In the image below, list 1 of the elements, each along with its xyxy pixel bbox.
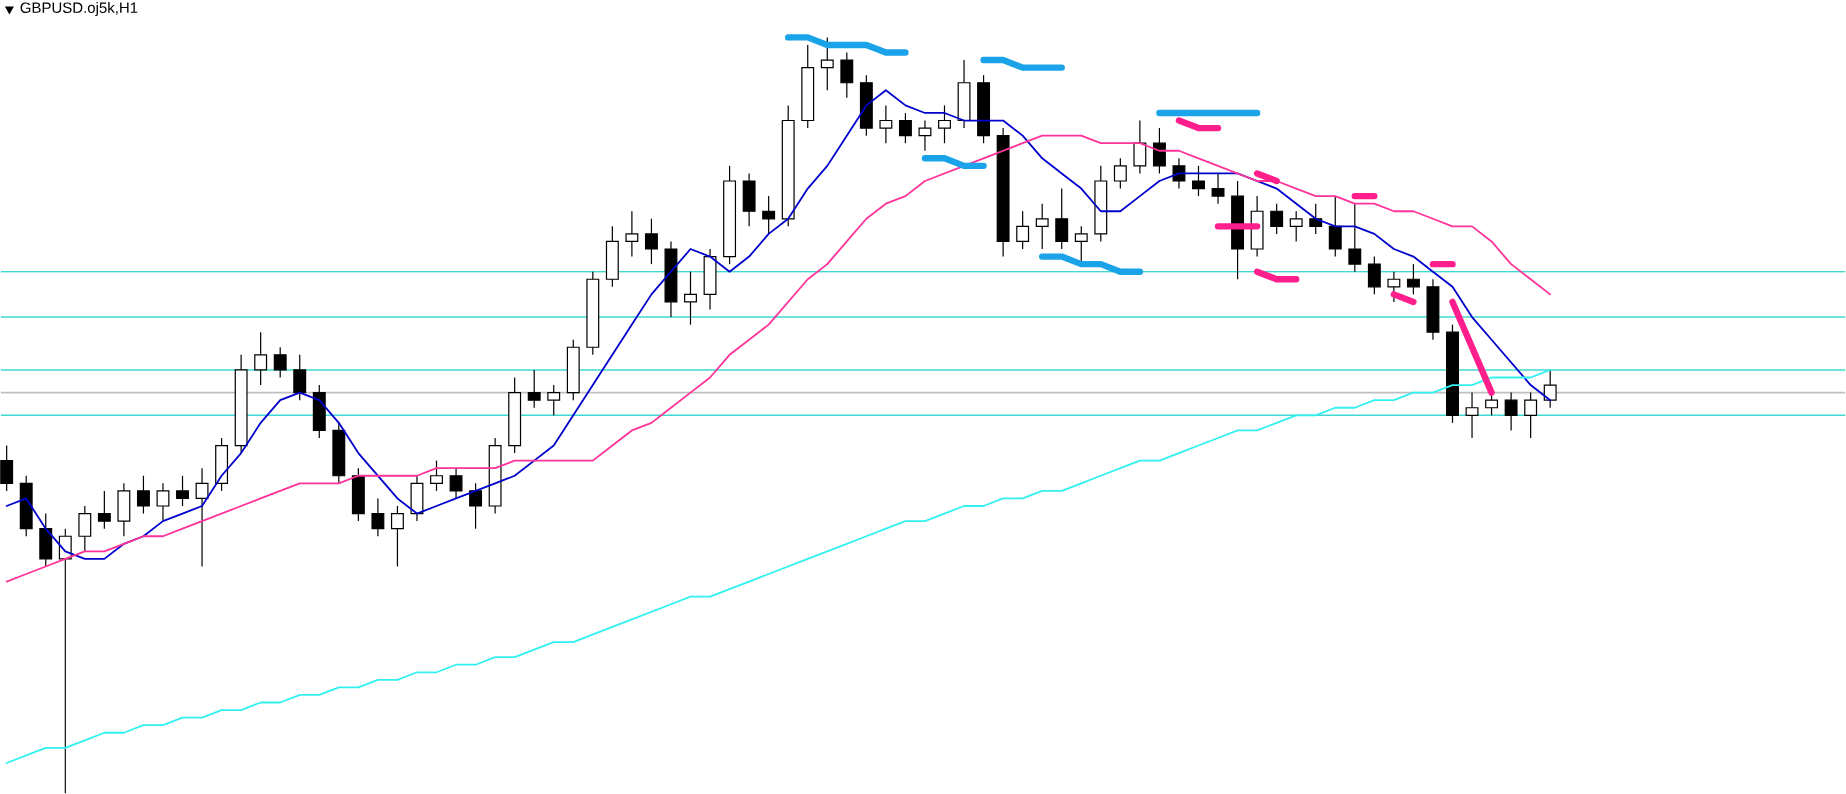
chart-title: GBPUSD.oj5k,H1: [20, 2, 138, 17]
